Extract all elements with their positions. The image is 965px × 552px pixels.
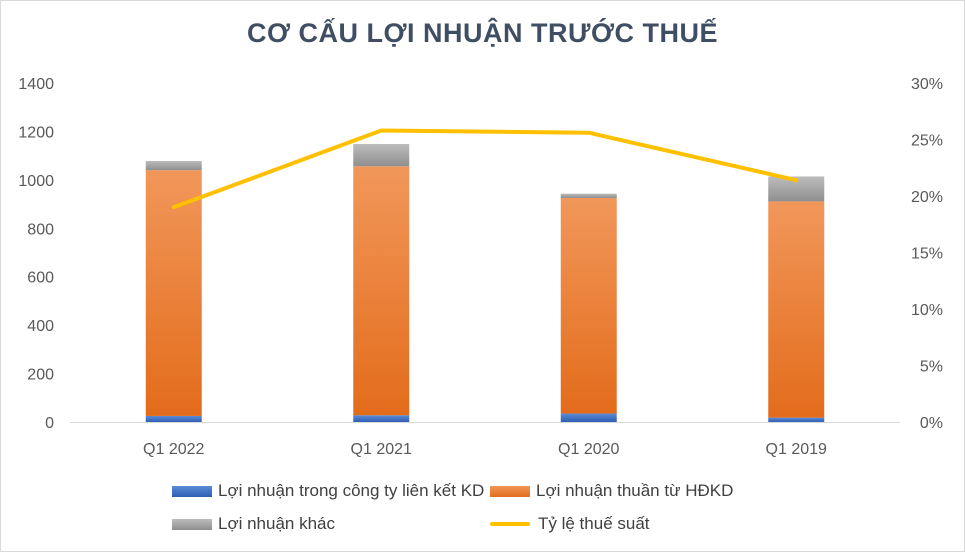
legend-swatch-line [490,522,530,526]
bar-segment-operating-profit [353,166,410,416]
y-right-tick-label: 10% [911,302,943,319]
x-tick-label: Q1 2020 [558,441,619,458]
legend-item-associates: Lợi nhuận trong công ty liên kết KD [172,481,484,501]
y-right-tick-label: 0% [920,415,943,432]
legend-label: Tỷ lệ thuế suất [538,514,650,533]
y-left-tick-label: 200 [27,367,54,384]
legend-item-other-profit: Lợi nhuận khác [172,514,335,534]
bar-segment-other-profit [560,193,617,199]
legend-item-tax-rate: Tỷ lệ thuế suất [490,514,650,534]
y-left-tick-label: 600 [27,270,54,287]
legend-label: Lợi nhuận trong công ty liên kết KD [218,481,485,500]
chart-title: CƠ CẤU LỢI NHUẬN TRƯỚC THUẾ [247,18,718,48]
y-right-tick-label: 25% [911,133,943,150]
bar-segment-associates [560,413,617,422]
x-tick-label: Q1 2019 [766,441,827,458]
legend-swatch-blue [172,485,212,497]
y-left-tick-label: 1400 [18,76,54,93]
y-left-tick-label: 400 [27,318,54,335]
y-left-tick-label: 0 [45,415,54,432]
bar-segment-other-profit [145,160,202,171]
bar-segment-associates [768,417,825,422]
bar-segment-operating-profit [145,170,202,416]
x-tick-label: Q1 2021 [351,441,412,458]
y-left-tick-label: 800 [27,221,54,238]
y-left-tick-label: 1000 [18,173,54,190]
legend-item-operating-profit: Lợi nhuận thuần từ HĐKD [490,481,733,501]
y-right-tick-label: 30% [911,76,943,93]
y-right-tick-label: 20% [911,189,943,206]
y-right-tick-label: 5% [920,359,943,376]
y-right-tick-label: 15% [911,246,943,263]
bar-segment-other-profit [353,144,410,167]
legend-label: Lợi nhuận thuần từ HĐKD [536,481,734,500]
bar-segment-operating-profit [768,201,825,418]
legend-swatch-orange [490,485,530,497]
bar-segment-associates [353,415,410,422]
legend-label: Lợi nhuận khác [218,514,336,533]
y-left-tick-label: 1200 [18,124,54,141]
tax-rate-line [171,128,799,210]
legend-swatch-gray [172,518,212,530]
bar-segment-operating-profit [560,198,617,414]
x-tick-label: Q1 2022 [143,441,204,458]
bar-segment-associates [145,415,202,422]
